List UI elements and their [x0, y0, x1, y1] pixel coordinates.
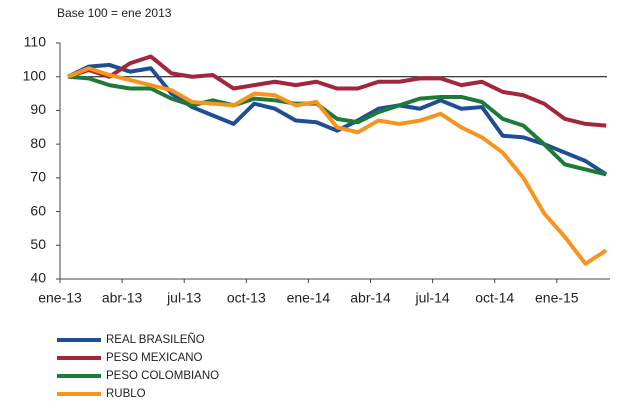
legend-label: RUBLO: [106, 388, 146, 400]
y-tick-label: 50: [30, 236, 46, 252]
x-tick-label: abr-13: [102, 290, 143, 306]
y-tick-label: 90: [30, 101, 46, 117]
x-tick-label: abr-14: [350, 290, 391, 306]
chart-subtitle: Base 100 = ene 2013: [57, 6, 172, 20]
x-tick-label: jul-14: [414, 290, 449, 306]
x-tick-label: oct-13: [227, 290, 266, 306]
y-tick-label: 110: [24, 34, 47, 50]
legend-label: REAL BRASILEÑO: [106, 333, 205, 346]
x-tick-label: ene-13: [38, 290, 82, 306]
y-tick-label: 100: [23, 67, 47, 83]
y-tick-label: 60: [30, 202, 46, 218]
x-tick-label: ene-15: [535, 290, 579, 306]
x-tick-label: ene-14: [287, 290, 331, 306]
legend-label: PESO COLOMBIANO: [106, 370, 219, 382]
y-tick-label: 80: [30, 135, 46, 151]
series-line: [67, 54, 607, 128]
series-line: [67, 66, 608, 266]
y-tick-label: 70: [30, 169, 46, 185]
series-line: [67, 74, 607, 177]
legend-label: PESO MEXICANO: [106, 352, 203, 364]
x-tick-label: oct-14: [475, 290, 514, 306]
y-tick-label: 40: [30, 270, 46, 286]
x-tick-label: jul-13: [166, 290, 201, 306]
series-line: [67, 62, 608, 177]
